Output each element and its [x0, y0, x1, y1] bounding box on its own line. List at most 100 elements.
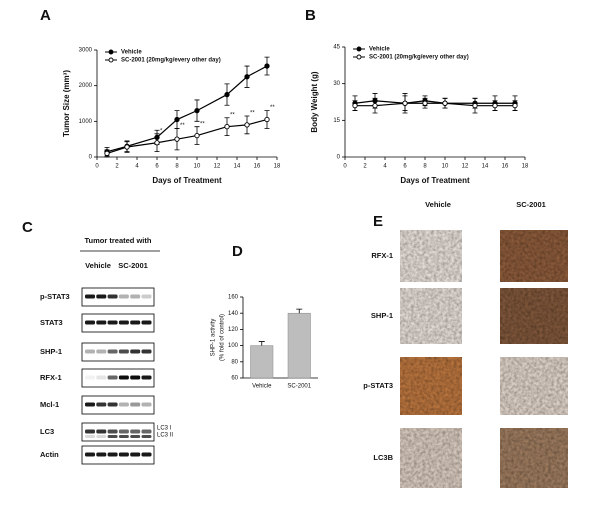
ihc-image — [400, 230, 462, 282]
blot-band — [85, 375, 95, 380]
marker — [194, 107, 200, 114]
blot-group: Vehicle — [85, 261, 111, 270]
legend-label: SC-2001 (20mg/kg/every other day) — [369, 55, 469, 61]
blot-label: Actin — [40, 450, 59, 459]
blot-band — [96, 402, 107, 407]
blot-band — [85, 402, 95, 407]
blot-band — [118, 320, 129, 325]
blot-band — [141, 294, 152, 299]
blot-band — [130, 429, 141, 434]
x-axis-title: Days of Treatment — [152, 176, 222, 185]
legend-label: SC-2001 (20mg/kg/every other day) — [121, 58, 221, 64]
blot-band — [96, 435, 107, 438]
legend-label: Vehicle — [121, 50, 142, 56]
blot-band — [118, 375, 129, 380]
blot-band — [96, 349, 107, 354]
blot-band — [85, 435, 95, 438]
x-tick-label: 18 — [274, 164, 281, 170]
marker — [244, 74, 250, 80]
x-tick-label: 16 — [254, 164, 261, 170]
marker — [124, 144, 130, 150]
significance: ** — [230, 112, 235, 118]
blot-frame — [81, 395, 155, 415]
blot-band — [141, 429, 152, 434]
y-axis-title: Tumor Size (mm³) — [62, 70, 71, 137]
x-tick-label: 14 — [482, 164, 489, 170]
legend-marker — [356, 46, 362, 52]
y-tick-label: 160 — [228, 295, 239, 301]
y-axis-title: SHP-1 activity — [211, 319, 217, 357]
x-tick-label: 4 — [135, 164, 139, 170]
marker — [264, 63, 270, 69]
ihc-image — [500, 428, 568, 488]
ihc-image — [500, 357, 568, 415]
panel-label: E — [373, 213, 383, 230]
x-tick-label: 6 — [403, 164, 407, 170]
y-tick-label: 80 — [231, 359, 238, 365]
x-tick-label: 12 — [214, 164, 221, 170]
ihc-label: LC3B — [373, 453, 393, 462]
marker — [264, 116, 270, 123]
y-axis-title: Body Weight (g) — [310, 71, 319, 133]
blot-band — [96, 294, 107, 299]
blot-frame — [81, 342, 155, 362]
blot-band — [85, 320, 95, 325]
x-tick-label: 10 — [442, 164, 449, 170]
blot-frame — [81, 368, 155, 388]
line — [354, 100, 515, 104]
y-tick-label: 3000 — [79, 48, 93, 54]
x-tick-label: SC-2001 — [287, 384, 311, 390]
y-tick-label: 0 — [89, 155, 93, 161]
blot-band — [96, 452, 107, 457]
x-tick-label: Vehicle — [252, 384, 272, 390]
blot-band — [141, 349, 152, 354]
bar — [250, 345, 274, 379]
blot-band — [118, 452, 129, 457]
error-bar — [296, 308, 303, 314]
x-tick-label: 8 — [175, 164, 179, 170]
blot-label: SHP-1 — [40, 347, 62, 356]
blot-band — [107, 435, 118, 438]
marker — [352, 103, 358, 109]
marker — [472, 103, 478, 109]
blot-band — [118, 435, 129, 438]
blot-band — [118, 294, 129, 299]
blot-label: STAT3 — [40, 318, 63, 327]
blot-band — [85, 452, 95, 457]
line — [355, 102, 515, 107]
blot-band — [130, 402, 141, 407]
ihc-label: SHP-1 — [371, 311, 393, 320]
y-tick-label: 2000 — [79, 83, 93, 89]
marker — [402, 100, 408, 106]
ihc-image — [400, 357, 462, 415]
blot-label: Mcl-1 — [40, 400, 59, 409]
x-tick-label: 6 — [155, 164, 159, 170]
blot-label: RFX-1 — [40, 373, 62, 382]
ihc-image — [500, 230, 568, 282]
y-tick-label: 45 — [333, 45, 340, 51]
blot-band — [85, 349, 95, 354]
blot-frame — [81, 445, 155, 465]
marker — [244, 122, 250, 128]
x-tick-label: 2 — [115, 164, 119, 170]
marker — [174, 116, 180, 123]
ihc-column: Vehicle — [425, 200, 451, 209]
blot-header: Tumor treated with — [85, 236, 152, 245]
legend-marker — [356, 54, 362, 60]
error-bar — [258, 341, 265, 346]
x-tick-label: 4 — [383, 164, 387, 170]
blot-frame — [81, 287, 155, 307]
blot-band — [107, 349, 118, 354]
blot-band — [130, 320, 141, 325]
y-axis-title: (% fold of control) — [220, 314, 226, 361]
blot-band — [107, 375, 118, 380]
blot-band — [118, 429, 129, 434]
x-tick-label: 0 — [343, 164, 347, 170]
significance: ** — [180, 123, 185, 129]
blot-band — [118, 402, 129, 407]
y-tick-label: 30 — [333, 81, 340, 87]
blot-label: p-STAT3 — [40, 292, 70, 301]
blot-band — [85, 294, 95, 299]
panel-label: C — [22, 219, 33, 236]
marker — [492, 103, 498, 109]
